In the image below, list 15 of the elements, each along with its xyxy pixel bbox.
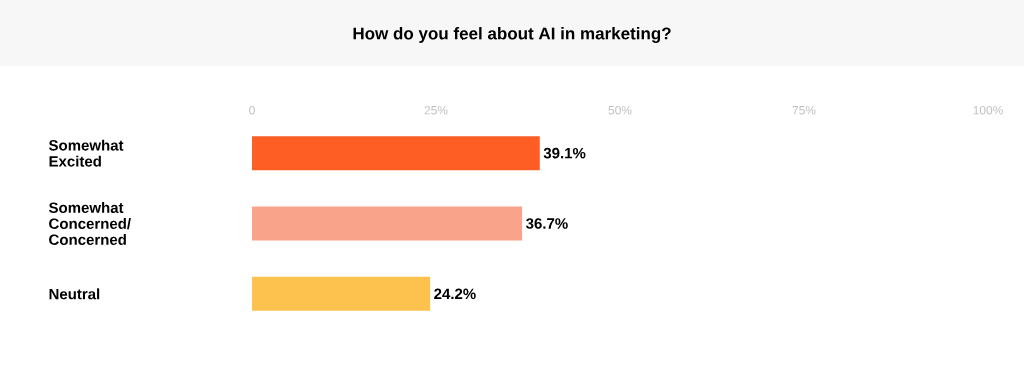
y-tick-label: Somewhat Excited xyxy=(48,139,124,167)
x-tick-label: 25% xyxy=(424,105,448,115)
y-tick-label: Neutral xyxy=(49,288,100,300)
data-label: 24.2% xyxy=(434,288,476,300)
bar xyxy=(252,276,431,311)
data-label: 39.1% xyxy=(543,147,586,159)
y-tick-label: Somewhat Concerned/ Concerned xyxy=(48,202,131,246)
bar xyxy=(252,136,540,171)
x-tick-label: 0 xyxy=(249,105,255,115)
x-tick-label: 75% xyxy=(792,106,816,115)
x-tick-label: 100% xyxy=(973,105,1003,115)
x-tick-label: 50% xyxy=(608,105,632,115)
chart-title: How do you feel about AI in marketing? xyxy=(353,27,671,43)
data-label: 36.7% xyxy=(526,218,568,229)
bar xyxy=(252,206,523,241)
